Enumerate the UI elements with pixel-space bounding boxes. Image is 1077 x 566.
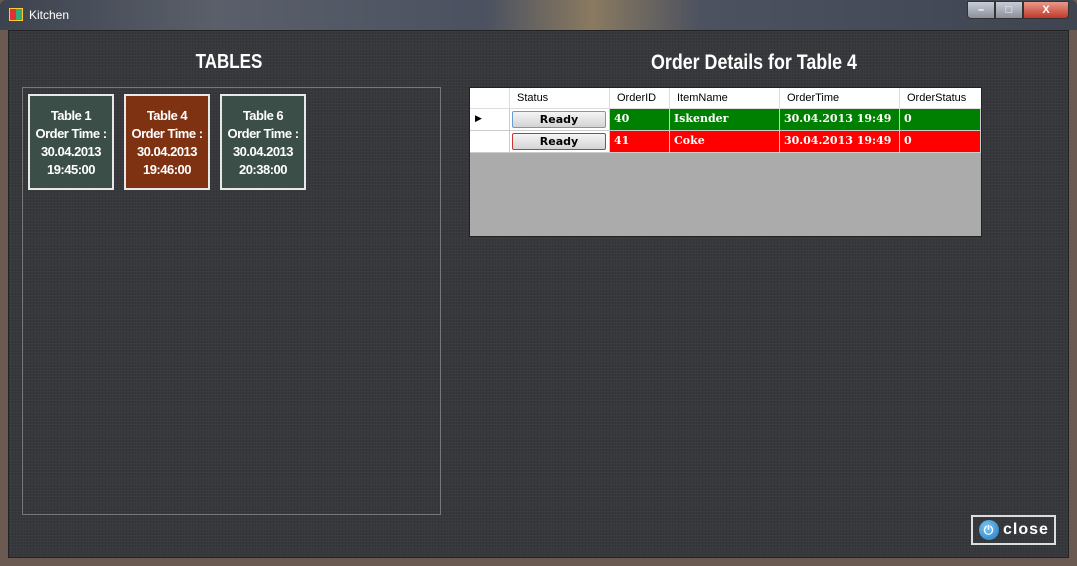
table-card-1[interactable]: Table 1 Order Time : 30.04.2013 19:45:00	[28, 94, 114, 190]
table-card-4[interactable]: Table 4 Order Time : 30.04.2013 19:46:00	[124, 94, 210, 190]
ready-button[interactable]: Ready	[512, 111, 606, 128]
col-itemname[interactable]: ItemName	[670, 88, 780, 109]
card-date: 30.04.2013	[136, 144, 198, 159]
col-ordertime[interactable]: OrderTime	[780, 88, 900, 109]
row-header	[470, 131, 510, 153]
card-table: Table 1	[50, 108, 92, 123]
status-cell: Ready	[510, 131, 610, 153]
card-date: 30.04.2013	[232, 144, 294, 159]
order-details-title: Order Details for Table 4	[650, 51, 857, 74]
card-table: Table 4	[146, 108, 188, 123]
window-title: Kitchen	[29, 8, 70, 22]
col-status[interactable]: Status	[510, 88, 610, 109]
orderstatus-cell: 0	[900, 109, 981, 131]
col-orderid[interactable]: OrderID	[610, 88, 670, 109]
table-card-6[interactable]: Table 6 Order Time : 30.04.2013 20:38:00	[220, 94, 306, 190]
title-bar: Kitchen – □ X	[0, 0, 1077, 30]
card-time: 20:38:00	[238, 162, 288, 177]
card-table: Table 6	[242, 108, 284, 123]
orderid-cell: 41	[610, 131, 670, 153]
ordertime-cell: 30.04.2013 19:49	[780, 131, 900, 153]
card-time: 19:45:00	[46, 162, 96, 177]
power-icon: ⏻	[979, 520, 999, 540]
ready-button[interactable]: Ready	[512, 133, 606, 150]
tables-panel: Table 1 Order Time : 30.04.2013 19:45:00…	[22, 87, 441, 515]
current-row-arrow-icon: ▶	[470, 109, 510, 131]
app-icon	[9, 8, 23, 21]
minimize-button[interactable]: –	[967, 1, 995, 19]
ordertime-cell: 30.04.2013 19:49	[780, 109, 900, 131]
card-label: Order Time :	[227, 126, 299, 141]
itemname-cell: Iskender	[670, 109, 780, 131]
table-row[interactable]: ▶ Ready 40 Iskender 30.04.2013 19:49 0	[470, 109, 981, 131]
client-area: TABLES Table 1 Order Time : 30.04.2013 1…	[8, 30, 1069, 558]
orderstatus-cell: 0	[900, 131, 981, 153]
card-date: 30.04.2013	[40, 144, 102, 159]
tables-title: TABLES	[195, 51, 263, 73]
status-cell: Ready	[510, 109, 610, 131]
row-header-corner	[470, 88, 510, 109]
grid-header: Status OrderID ItemName OrderTime OrderS…	[470, 88, 981, 109]
col-orderstatus[interactable]: OrderStatus	[900, 88, 981, 109]
close-window-button[interactable]: X	[1023, 1, 1069, 19]
card-time: 19:46:00	[142, 162, 192, 177]
card-label: Order Time :	[131, 126, 203, 141]
table-row[interactable]: Ready 41 Coke 30.04.2013 19:49 0	[470, 131, 981, 153]
orderid-cell: 40	[610, 109, 670, 131]
maximize-button[interactable]: □	[995, 1, 1023, 19]
card-label: Order Time :	[35, 126, 107, 141]
itemname-cell: Coke	[670, 131, 780, 153]
close-button[interactable]: ⏻ close	[971, 515, 1056, 545]
order-grid: Status OrderID ItemName OrderTime OrderS…	[469, 87, 982, 237]
close-label: close	[1003, 521, 1049, 538]
